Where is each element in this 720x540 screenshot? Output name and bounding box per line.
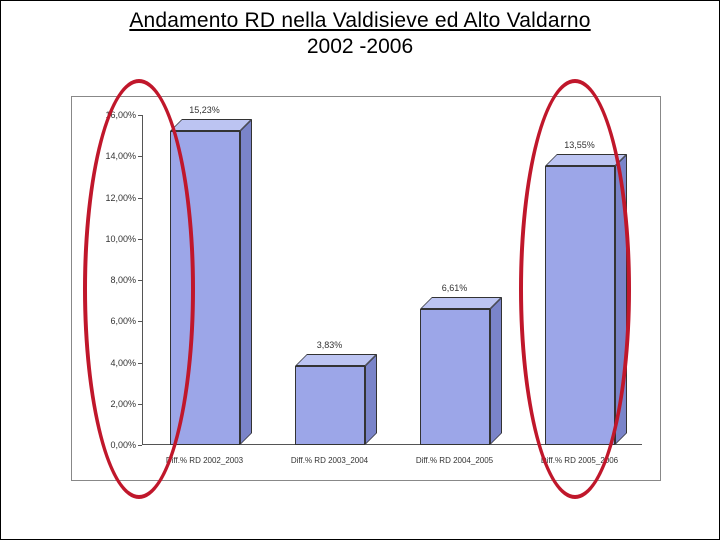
y-tick-label: 0,00% [84, 440, 136, 450]
x-category-label: Diff.% RD 2003_2004 [270, 456, 390, 465]
y-tick-label: 6,00% [84, 316, 136, 326]
bar-side [240, 119, 252, 445]
bar-value-label: 15,23% [155, 105, 255, 115]
bar-value-label: 6,61% [405, 283, 505, 293]
plot-area: 0,00%2,00%4,00%6,00%8,00%10,00%12,00%14,… [142, 115, 642, 445]
x-category-label: Diff.% RD 2002_2003 [145, 456, 265, 465]
x-category-label: Diff.% RD 2005_2006 [520, 456, 640, 465]
chart-title-line2: 2002 -2006 [1, 35, 719, 59]
x-category-label: Diff.% RD 2004_2005 [395, 456, 515, 465]
y-tick-label: 8,00% [84, 275, 136, 285]
bar-top [420, 297, 502, 309]
y-tick-label: 16,00% [84, 110, 136, 120]
bar-front [295, 366, 365, 445]
y-tick-label: 2,00% [84, 399, 136, 409]
bar-front [170, 131, 240, 445]
bar-top [545, 154, 627, 166]
bar: 15,23%Diff.% RD 2002_2003 [170, 131, 240, 445]
bar-value-label: 13,55% [530, 140, 630, 150]
slide: Andamento RD nella Valdisieve ed Alto Va… [0, 0, 720, 540]
bar-side [615, 154, 627, 445]
y-tick-label: 14,00% [84, 151, 136, 161]
bar-front [420, 309, 490, 445]
bar: 3,83%Diff.% RD 2003_2004 [295, 366, 365, 445]
bar-side [490, 297, 502, 445]
bar-value-label: 3,83% [280, 340, 380, 350]
chart-title-line1: Andamento RD nella Valdisieve ed Alto Va… [1, 9, 719, 33]
bar-top [295, 354, 377, 366]
bar-top [170, 119, 252, 131]
y-tick-label: 10,00% [84, 234, 136, 244]
bar-front [545, 166, 615, 445]
bar: 6,61%Diff.% RD 2004_2005 [420, 309, 490, 445]
chart-frame: 0,00% 2,00% 4,00% 6,00% 8,00% 10,00% 12,00% 14,… [71, 96, 661, 481]
y-tick-label: 4,00% [84, 358, 136, 368]
bar-side [365, 354, 377, 445]
bar: 13,55%Diff.% RD 2005_2006 [545, 166, 615, 445]
y-tick-label: 12,00% [84, 193, 136, 203]
